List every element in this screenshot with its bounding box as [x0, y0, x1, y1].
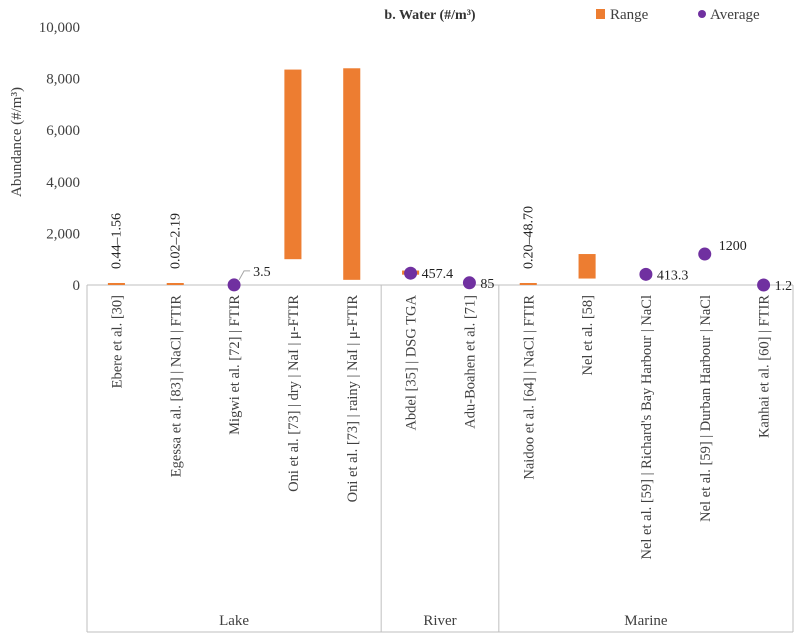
average-point: [639, 267, 653, 281]
category-label: Ebere et al. [30]: [109, 295, 125, 388]
legend-range-label: Range: [610, 7, 649, 23]
y-tick-label: 2,000: [46, 226, 80, 242]
legend-average-swatch: [698, 10, 706, 18]
range-bar: [284, 69, 302, 260]
category-label: Nel et al. [58]: [580, 295, 596, 376]
category-label: Egessa et al. [83] | NaCl | FTIR: [168, 295, 184, 478]
range-bar: [107, 282, 125, 285]
average-point: [698, 247, 712, 261]
average-point: [404, 266, 418, 280]
y-axis-title: Abundance (#/m³): [9, 87, 25, 197]
range-bar: [578, 254, 596, 279]
range-data-label: 0.02–2.19: [168, 213, 183, 269]
category-label: Migwi et al. [72] | FTIR: [227, 295, 243, 435]
legend-range-swatch: [596, 9, 605, 19]
y-tick-label: 6,000: [46, 123, 80, 139]
average-data-label: 85: [480, 277, 494, 292]
y-tick-label: 8,000: [46, 72, 80, 88]
category-label: Oni et al. [73] | dry | NaI | μ-FTIR: [286, 295, 302, 492]
group-label-lake: Lake: [219, 613, 249, 629]
category-label: Nel et al. [59] | Richard's Bay Harbour …: [639, 295, 655, 560]
category-label: Kanhai et al. [60] | FTIR: [757, 295, 773, 438]
data-labels-layer: 0.44–1.56 0.02–2.19 3.5 457.4 85 0.20–48.70 41…: [109, 206, 792, 294]
chart-title: b. Water (#/m³): [384, 8, 476, 23]
category-label: Abdel [35] | DSG TGA: [404, 294, 420, 430]
category-labels-layer: Ebere et al. [30] Egessa et al. [83] | Na…: [109, 294, 772, 559]
range-bar: [519, 282, 537, 285]
group-label-marine: Marine: [624, 613, 668, 629]
range-data-label: 0.44–1.56: [109, 213, 124, 269]
data-label-leader: [238, 270, 251, 281]
category-label: Oni et al. [73] | rainy | NaI | μ-FTIR: [345, 295, 361, 503]
axes-layer: 0 2,000 4,000 6,000 8,000 10,000 Lake River Mari…: [39, 20, 794, 633]
legend: Range Average: [596, 7, 760, 23]
y-tick-label: 4,000: [46, 175, 80, 191]
range-bar: [166, 282, 184, 285]
y-tick-label: 10,000: [39, 20, 80, 36]
average-data-label: 1.2: [775, 279, 793, 294]
category-label: Naidoo et al. [64] | NaCl | FTIR: [521, 295, 537, 480]
average-data-label: 1200: [719, 239, 747, 254]
y-tick-label: 0: [73, 278, 81, 294]
average-data-label: 413.3: [657, 268, 689, 283]
range-data-label: 0.20–48.70: [521, 206, 536, 269]
legend-average-label: Average: [710, 7, 760, 23]
average-point: [757, 278, 771, 292]
category-label: Adu-Boahen et al. [71]: [462, 295, 478, 429]
average-data-label: 457.4: [422, 267, 454, 282]
average-point: [227, 278, 241, 292]
average-data-label: 3.5: [253, 265, 270, 280]
range-bars-layer: [107, 68, 596, 285]
category-label: Nel et al. [59] | Durban Harbour | NaCl: [698, 295, 714, 522]
group-label-river: River: [423, 613, 456, 629]
average-point: [462, 276, 476, 290]
average-points-layer: [227, 247, 771, 292]
range-bar: [343, 68, 361, 280]
